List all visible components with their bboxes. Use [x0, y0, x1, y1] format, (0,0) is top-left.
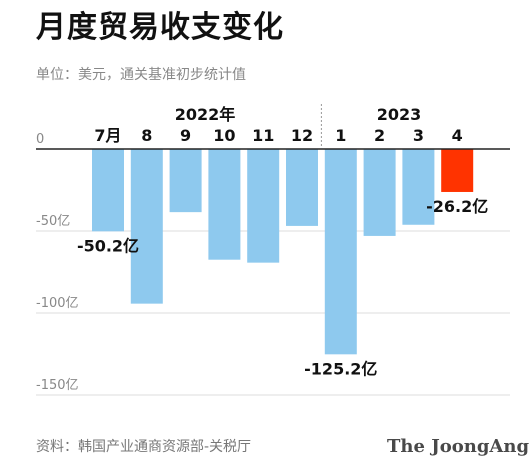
chart-title: 月度贸易收支变化	[36, 10, 284, 45]
category-label: 2	[374, 126, 385, 145]
source-note: 资料：韩国产业通商资源部-关税厅	[36, 439, 252, 455]
y-tick-label: -150亿	[36, 378, 79, 393]
category-label: 8	[141, 126, 152, 145]
category-label: 4	[452, 126, 463, 145]
y-tick-label: -50亿	[36, 214, 70, 229]
category-label: 10	[213, 126, 235, 145]
y-tick-label: -100亿	[36, 296, 79, 311]
bar	[169, 149, 202, 213]
bar	[286, 149, 318, 226]
bar	[247, 149, 280, 263]
bar	[130, 149, 163, 304]
category-label: 12	[291, 126, 313, 145]
category-label: 3	[413, 126, 424, 145]
data-label: -26.2亿	[426, 197, 488, 216]
category-label: 7月	[94, 126, 121, 145]
category-label: 1	[335, 126, 346, 145]
bar	[402, 149, 435, 225]
data-label: -125.2亿	[304, 359, 377, 378]
data-label: -50.2亿	[77, 236, 139, 255]
year-label: 2022年	[175, 105, 236, 124]
category-label: 9	[180, 126, 191, 145]
category-label: 11	[252, 126, 274, 145]
bar	[441, 149, 474, 192]
publisher-watermark: The JoongAng	[387, 436, 530, 457]
bar	[208, 149, 241, 260]
bar	[324, 149, 357, 355]
y-tick-label: 0	[36, 132, 44, 147]
chart-subtitle: 单位：美元，通关基准初步统计值	[36, 67, 246, 83]
bar	[92, 149, 124, 232]
bar	[363, 149, 396, 236]
year-label: 2023	[377, 105, 422, 124]
